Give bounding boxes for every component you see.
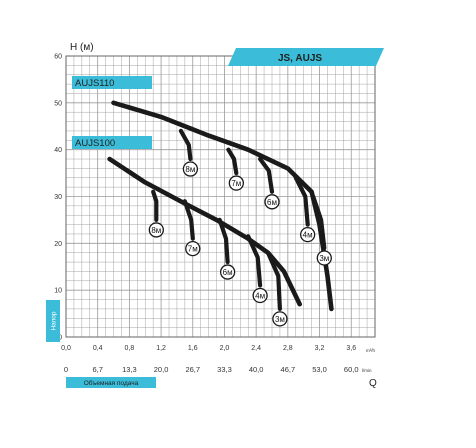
depth-label: 8м — [185, 165, 195, 174]
x-tick-label-secondary: 6,7 — [92, 365, 102, 374]
x-tick-label-secondary: 26,7 — [185, 365, 200, 374]
x-unit-primary: m³/h — [366, 348, 375, 353]
x-tick-label-primary: 3,2 — [315, 345, 325, 352]
depth-label: 7м — [231, 179, 241, 188]
branch-curve — [178, 128, 193, 162]
depth-label: 4м — [303, 231, 313, 240]
branch-curve — [226, 147, 239, 176]
x-tick-label-primary: 1,2 — [156, 345, 166, 352]
branch-curve — [258, 156, 275, 194]
x-tick-label-primary: 3,6 — [346, 345, 356, 352]
main-curve — [107, 156, 302, 307]
x-tick-label-primary: 0,0 — [61, 345, 71, 352]
model-label: AUJS100 — [75, 138, 115, 149]
model-label-box — [72, 76, 152, 89]
model-label-box — [72, 136, 152, 149]
x-tick-label-primary: 2,8 — [283, 345, 293, 352]
y-tick-label: 0 — [58, 335, 62, 342]
y-tick-label: 20 — [54, 241, 62, 248]
q-axis-label: Q — [369, 378, 377, 389]
series-banner: JS, AUJS — [228, 48, 384, 66]
x-tick-label-secondary: 33,3 — [217, 365, 232, 374]
depth-marker — [148, 222, 164, 238]
x-tick-label-primary: 0,4 — [93, 345, 103, 352]
annotation-layer: 8м 7м 6м 4м 3м AUJS110 8м 7м 6м 4м 3м AUJS100 — [72, 76, 332, 327]
y-tick-label: 50 — [54, 100, 62, 107]
depth-label: 3м — [319, 254, 329, 263]
depth-marker — [182, 161, 199, 177]
chart-grid — [65, 55, 376, 338]
depth-marker — [185, 240, 201, 257]
depth-marker — [272, 311, 288, 327]
bottom-label-box: Объемная подача — [66, 377, 156, 388]
y-tick-label: 30 — [54, 194, 62, 201]
x-tick-label-secondary: 20,0 — [154, 365, 169, 374]
x-tick-label-secondary: 60,0 — [344, 365, 359, 374]
x-tick-label-secondary: 53,0 — [312, 365, 327, 374]
x-tick-label-primary: 2,0 — [220, 345, 230, 352]
depth-label: 3м — [275, 315, 285, 324]
depth-label: 4м — [255, 291, 265, 300]
x-unit-secondary: l/min — [362, 368, 372, 373]
x-tick-labels-secondary: 0 6,7 13,3 20,0 26,7 33,3 40,0 46,7 53,0 60,0 — [64, 365, 359, 374]
depth-marker — [316, 250, 332, 266]
depth-marker — [252, 287, 268, 304]
x-tick-label-primary: 2,4 — [251, 345, 261, 352]
depth-label: 8м — [151, 226, 161, 235]
x-tick-label-secondary: 0 — [64, 365, 68, 374]
side-label-box: Напор — [46, 300, 60, 342]
depth-label: 7м — [188, 245, 198, 254]
depth-marker — [219, 264, 236, 280]
branch-curve — [293, 175, 310, 227]
plot-border — [65, 55, 376, 338]
branch-curve — [182, 199, 195, 241]
x-tick-label-secondary: 46,7 — [281, 365, 296, 374]
depth-marker — [228, 175, 244, 191]
y-tick-labels: 0 10 20 30 40 50 60 — [54, 54, 62, 342]
x-tick-label-primary: 0,8 — [125, 345, 135, 352]
depth-marker — [300, 226, 316, 243]
x-tick-label-secondary: 40,0 — [249, 365, 264, 374]
depth-label: 6м — [267, 198, 277, 207]
model-label: AUJS110 — [75, 78, 114, 89]
series-banner-text: JS, AUJS — [278, 53, 322, 64]
plot-frame — [65, 55, 376, 338]
depth-marker — [264, 194, 280, 210]
x-tick-label-secondary: 13,3 — [122, 365, 137, 374]
bottom-label-text: Объемная подача — [84, 379, 139, 387]
y-tick-label: 40 — [54, 147, 62, 154]
depth-label: 6м — [223, 268, 233, 277]
x-tick-label-primary: 1,6 — [188, 345, 198, 352]
y-tick-label: 60 — [54, 54, 62, 61]
y-tick-label: 10 — [54, 288, 62, 295]
branch-curve — [217, 217, 230, 265]
x-tick-labels-primary: 0,0 0,4 0,8 1,2 1,6 2,0 2,4 2,8 3,2 3,6 — [61, 345, 356, 352]
side-label-text: Напор — [51, 311, 58, 330]
branch-curve — [265, 250, 282, 311]
branch-curve — [151, 189, 159, 222]
y-axis-title: H (м) — [70, 42, 94, 53]
